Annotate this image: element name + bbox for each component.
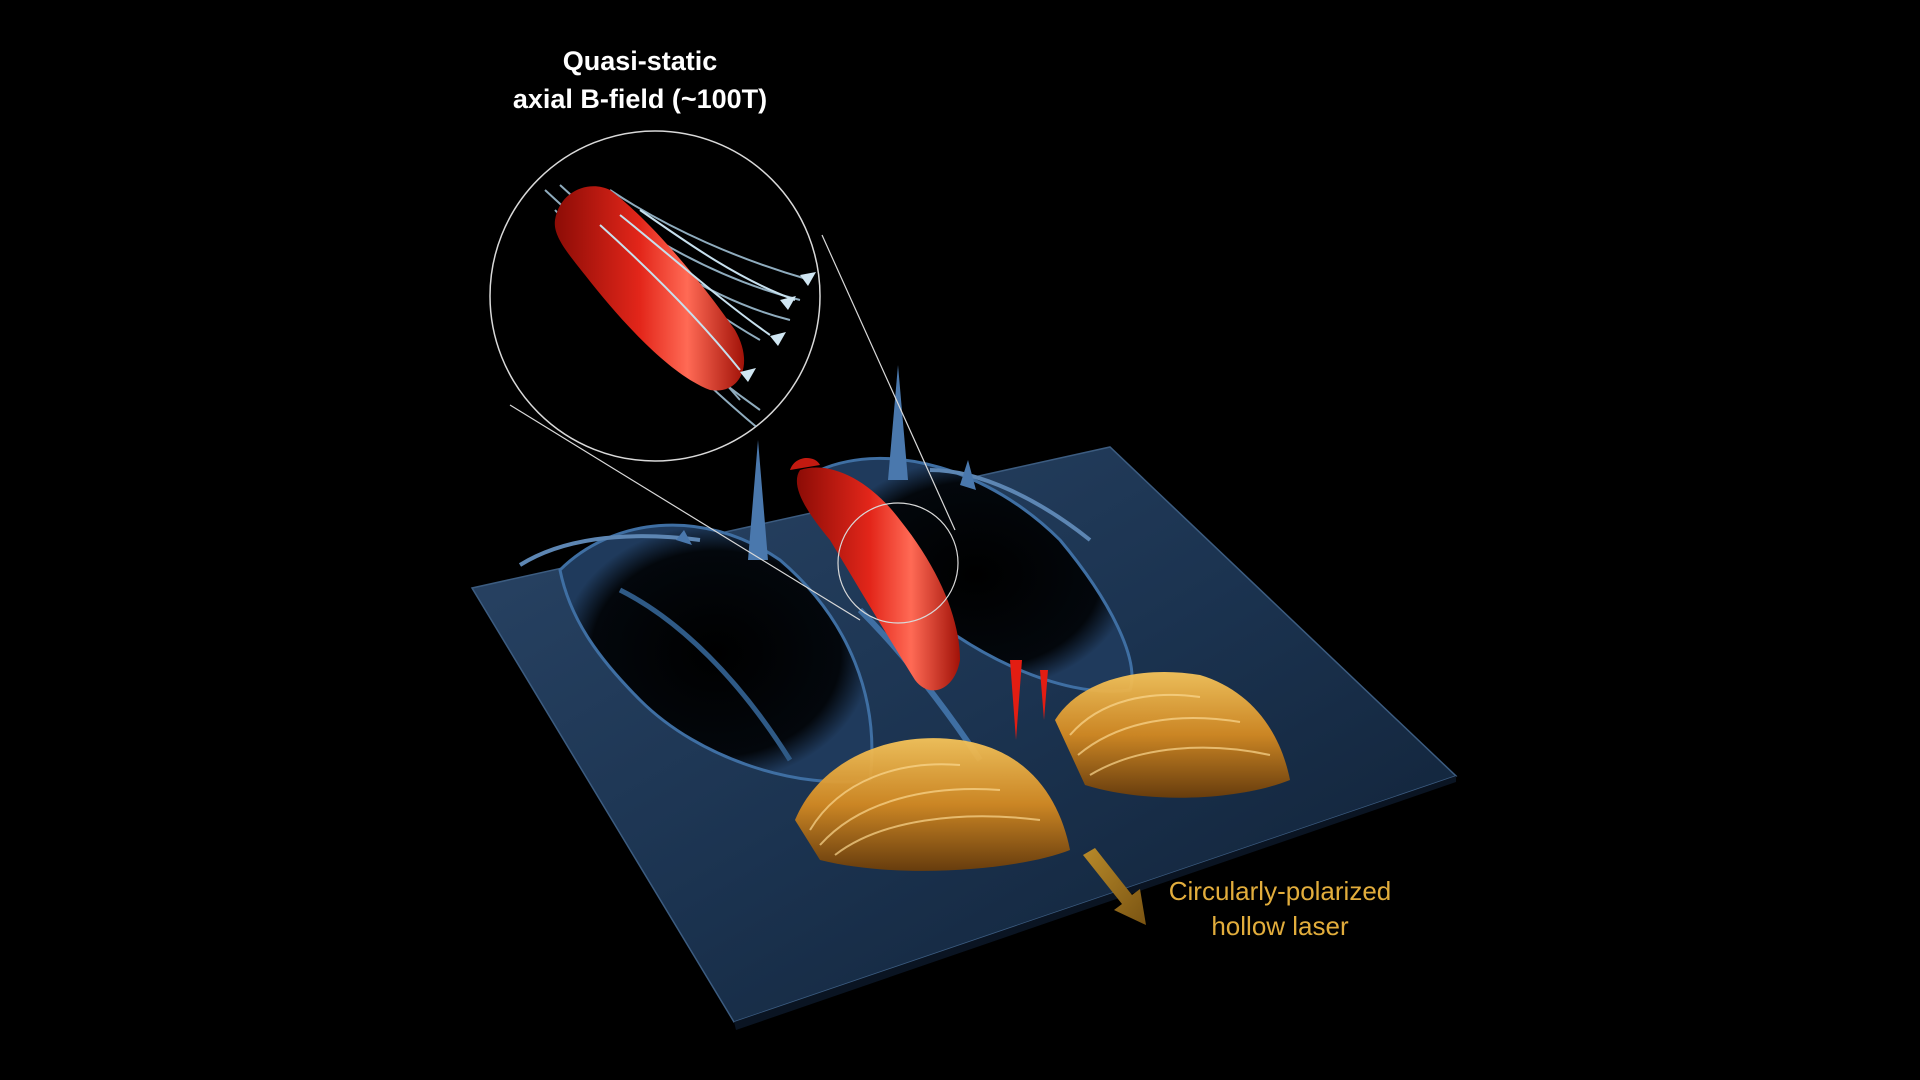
plasma-spikes bbox=[676, 365, 976, 560]
laser-label-line1: Circularly-polarized bbox=[1168, 876, 1392, 906]
zoom-leader-lines bbox=[509, 234, 959, 624]
b-field-label-line1: Quasi-static bbox=[562, 46, 718, 76]
laser-fringes bbox=[795, 672, 1290, 871]
zoom-inset bbox=[489, 130, 821, 462]
laser-label: Circularly-polarized hollow laser bbox=[1150, 874, 1410, 944]
b-field-label: Quasi-static axial B-field (~100T) bbox=[490, 42, 790, 118]
b-field-label-line2: axial B-field (~100T) bbox=[512, 84, 768, 114]
laser-direction-arrow bbox=[1083, 848, 1146, 925]
zoom-target-circle bbox=[837, 502, 959, 624]
laser-label-line2: hollow laser bbox=[1211, 911, 1349, 941]
b-field-isosurface bbox=[790, 458, 1048, 740]
